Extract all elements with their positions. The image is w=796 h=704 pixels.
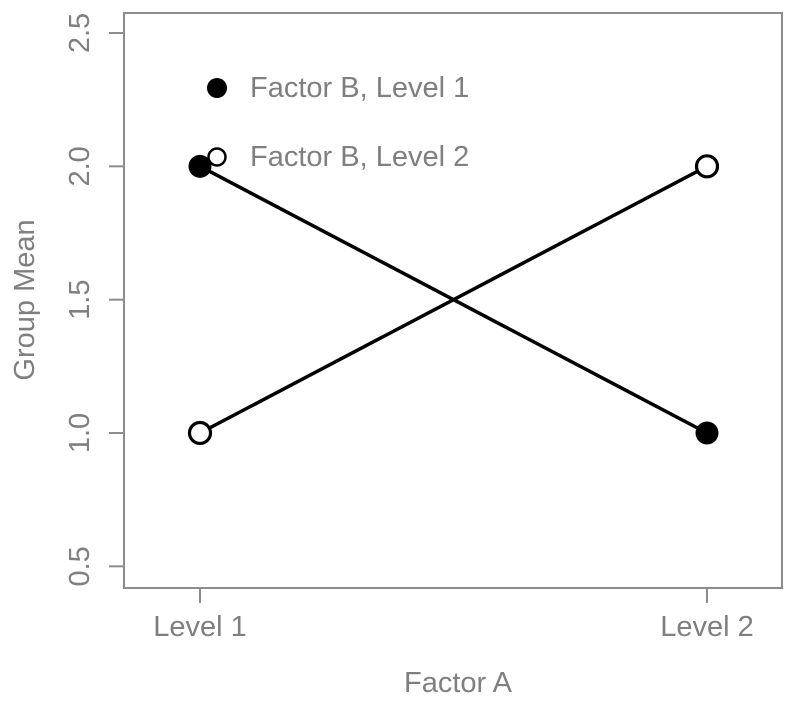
legend-marker-open-circle <box>207 147 227 167</box>
y-tick-label: 1.5 <box>64 280 96 320</box>
x-tick-label: Level 1 <box>153 611 247 643</box>
legend-label: Factor B, Level 1 <box>250 72 469 104</box>
data-point-filled <box>695 421 719 445</box>
y-tick-label: 2.5 <box>64 13 96 53</box>
data-point-open <box>694 154 720 179</box>
x-axis: Level 1 Level 2 <box>153 588 754 643</box>
x-axis-title: Factor A <box>404 667 513 699</box>
data-series <box>187 154 720 446</box>
legend-marker-filled-circle <box>207 78 227 98</box>
y-axis: 0.5 1.0 1.5 2.0 2.5 <box>64 13 124 586</box>
legend-label: Factor B, Level 2 <box>250 141 469 173</box>
data-point-filled <box>188 154 212 178</box>
legend: Factor B, Level 1 Factor B, Level 2 <box>207 72 469 173</box>
x-tick-label: Level 2 <box>660 611 754 643</box>
data-point-open <box>187 420 213 446</box>
y-tick-label: 2.0 <box>64 146 96 186</box>
y-axis-title: Group Mean <box>9 219 41 380</box>
y-tick-label: 1.0 <box>64 413 96 453</box>
y-tick-label: 0.5 <box>64 546 96 586</box>
series-line <box>198 164 709 435</box>
